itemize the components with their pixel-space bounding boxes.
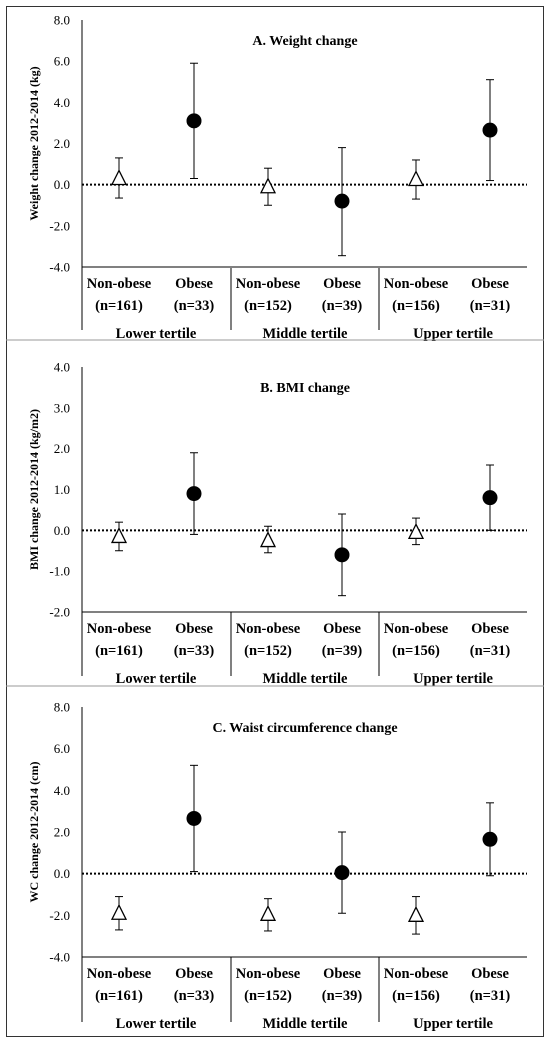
category-label: Obese	[175, 621, 213, 637]
category-label: Non-obese	[236, 621, 301, 637]
data-point-circle	[186, 486, 202, 502]
chart-title: B. BMI change	[260, 381, 350, 396]
outer-frame	[6, 6, 544, 1037]
category-label: Non-obese	[236, 276, 301, 292]
data-point-circle	[334, 193, 350, 209]
category-n-label: (n=152)	[244, 643, 292, 659]
category-n-label: (n=152)	[244, 298, 292, 314]
chart-panel-3: 8.0 6.0 4.0 2.0 0.0 -2.0 -4.0 WC change 2012-20…	[27, 700, 527, 1032]
data-point-circle	[482, 831, 498, 847]
data-point-triangle	[259, 531, 277, 548]
category-label: Obese	[471, 621, 509, 637]
y-axis-label: Weight change 2012-2014 (kg)	[27, 66, 41, 220]
category-n-label: (n=39)	[322, 643, 363, 659]
data-point-circle	[186, 113, 202, 129]
data-point-triangle	[110, 903, 128, 920]
y-tick-label: 4.0	[54, 360, 70, 375]
category-label: Non-obese	[236, 966, 301, 982]
category-label: Non-obese	[87, 276, 152, 292]
y-tick-label: 1.0	[54, 482, 70, 497]
group-label: Lower tertile	[116, 1016, 197, 1032]
y-tick-label: -2.0	[49, 908, 70, 923]
data-point-circle	[334, 547, 350, 563]
category-n-label: (n=31)	[470, 988, 511, 1004]
group-label: Lower tertile	[116, 671, 197, 687]
category-label: Non-obese	[384, 621, 449, 637]
category-n-label: (n=33)	[174, 643, 215, 659]
y-tick-label: 4.0	[54, 783, 70, 798]
y-tick-label: 3.0	[54, 400, 70, 415]
category-n-label: (n=39)	[322, 298, 363, 314]
group-label: Lower tertile	[116, 326, 197, 342]
category-n-label: (n=161)	[95, 988, 143, 1004]
data-point-circle	[334, 865, 350, 881]
y-tick-label: 8.0	[54, 700, 70, 715]
category-n-label: (n=33)	[174, 298, 215, 314]
category-n-label: (n=156)	[392, 298, 440, 314]
y-tick-label: 4.0	[54, 95, 70, 110]
category-n-label: (n=156)	[392, 988, 440, 1004]
y-tick-label: 2.0	[54, 136, 70, 151]
category-n-label: (n=156)	[392, 643, 440, 659]
y-tick-label: 8.0	[54, 13, 70, 28]
category-label: Non-obese	[384, 966, 449, 982]
data-point-triangle	[110, 527, 128, 544]
data-point-circle	[482, 122, 498, 138]
y-tick-label: -2.0	[49, 218, 70, 233]
data-point-triangle	[110, 169, 128, 186]
y-tick-label: -2.0	[49, 605, 70, 620]
group-label: Upper tertile	[413, 671, 493, 687]
y-tick-label: -1.0	[49, 564, 70, 579]
data-point-circle	[482, 490, 498, 506]
group-label: Upper tertile	[413, 326, 493, 342]
category-label: Obese	[175, 966, 213, 982]
category-n-label: (n=152)	[244, 988, 292, 1004]
y-tick-label: -4.0	[49, 260, 70, 275]
category-n-label: (n=161)	[95, 298, 143, 314]
chart-title: C. Waist circumference change	[212, 721, 397, 736]
data-point-triangle	[407, 905, 425, 922]
chart-panel-2: 4.0 3.0 2.0 1.0 0.0 -1.0 -2.0 BMI change 2012-2…	[6, 360, 544, 687]
y-tick-label: 0.0	[54, 523, 70, 538]
category-label: Obese	[323, 276, 361, 292]
category-label: Non-obese	[384, 276, 449, 292]
category-n-label: (n=31)	[470, 298, 511, 314]
y-tick-label: -4.0	[49, 950, 70, 965]
category-n-label: (n=161)	[95, 643, 143, 659]
data-point-circle	[186, 810, 202, 826]
category-label: Obese	[323, 621, 361, 637]
y-tick-label: 0.0	[54, 177, 70, 192]
category-label: Obese	[175, 276, 213, 292]
category-n-label: (n=31)	[470, 643, 511, 659]
y-tick-label: 0.0	[54, 866, 70, 881]
data-point-triangle	[259, 904, 277, 921]
category-label: Obese	[471, 966, 509, 982]
category-n-label: (n=39)	[322, 988, 363, 1004]
y-axis-label: BMI change 2012-2014 (kg/m2)	[27, 409, 41, 570]
category-label: Non-obese	[87, 966, 152, 982]
y-tick-label: 2.0	[54, 441, 70, 456]
y-tick-label: 2.0	[54, 825, 70, 840]
y-tick-label: 6.0	[54, 54, 70, 69]
data-point-triangle	[407, 170, 425, 187]
category-label: Obese	[323, 966, 361, 982]
y-tick-label: 6.0	[54, 741, 70, 756]
chart-panel-1: 8.0 6.0 4.0 2.0 0.0 -2.0 -4.0 Weight change 201…	[6, 13, 544, 342]
category-n-label: (n=33)	[174, 988, 215, 1004]
group-label: Middle tertile	[263, 1016, 349, 1032]
category-label: Obese	[471, 276, 509, 292]
group-label: Upper tertile	[413, 1016, 493, 1032]
y-axis-label: WC change 2012-2014 (cm)	[27, 762, 41, 903]
category-label: Non-obese	[87, 621, 152, 637]
data-point-triangle	[259, 177, 277, 194]
chart-title: A. Weight change	[252, 34, 357, 49]
panels: 8.0 6.0 4.0 2.0 0.0 -2.0 -4.0 Weight change 201…	[6, 13, 544, 1032]
data-point-triangle	[407, 522, 425, 540]
group-label: Middle tertile	[263, 326, 349, 342]
group-label: Middle tertile	[263, 671, 349, 687]
